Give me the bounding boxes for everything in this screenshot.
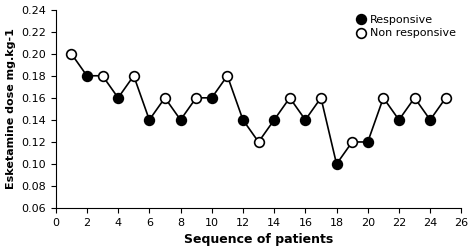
- Non responsive: [100, 74, 105, 77]
- Responsive: [302, 118, 308, 121]
- Responsive: [115, 96, 121, 99]
- Non responsive: [162, 96, 168, 99]
- Non responsive: [225, 74, 230, 77]
- Non responsive: [131, 74, 137, 77]
- Non responsive: [381, 96, 386, 99]
- Non responsive: [349, 140, 355, 143]
- Responsive: [240, 118, 246, 121]
- Legend: Responsive, Non responsive: Responsive, Non responsive: [352, 11, 460, 43]
- Responsive: [334, 163, 339, 166]
- Responsive: [146, 118, 152, 121]
- Non responsive: [193, 96, 199, 99]
- Non responsive: [287, 96, 292, 99]
- Responsive: [178, 118, 183, 121]
- Responsive: [396, 118, 402, 121]
- Non responsive: [318, 96, 324, 99]
- Y-axis label: Esketamine dose mg.kg-1: Esketamine dose mg.kg-1: [6, 28, 16, 189]
- Responsive: [271, 118, 277, 121]
- Responsive: [365, 140, 371, 143]
- Non responsive: [443, 96, 448, 99]
- Line: Non responsive: Non responsive: [66, 49, 451, 147]
- Responsive: [428, 118, 433, 121]
- Responsive: [209, 96, 215, 99]
- Non responsive: [412, 96, 418, 99]
- X-axis label: Sequence of patients: Sequence of patients: [184, 233, 333, 246]
- Non responsive: [68, 52, 74, 55]
- Line: Responsive: Responsive: [82, 71, 435, 169]
- Responsive: [84, 74, 90, 77]
- Non responsive: [255, 140, 261, 143]
